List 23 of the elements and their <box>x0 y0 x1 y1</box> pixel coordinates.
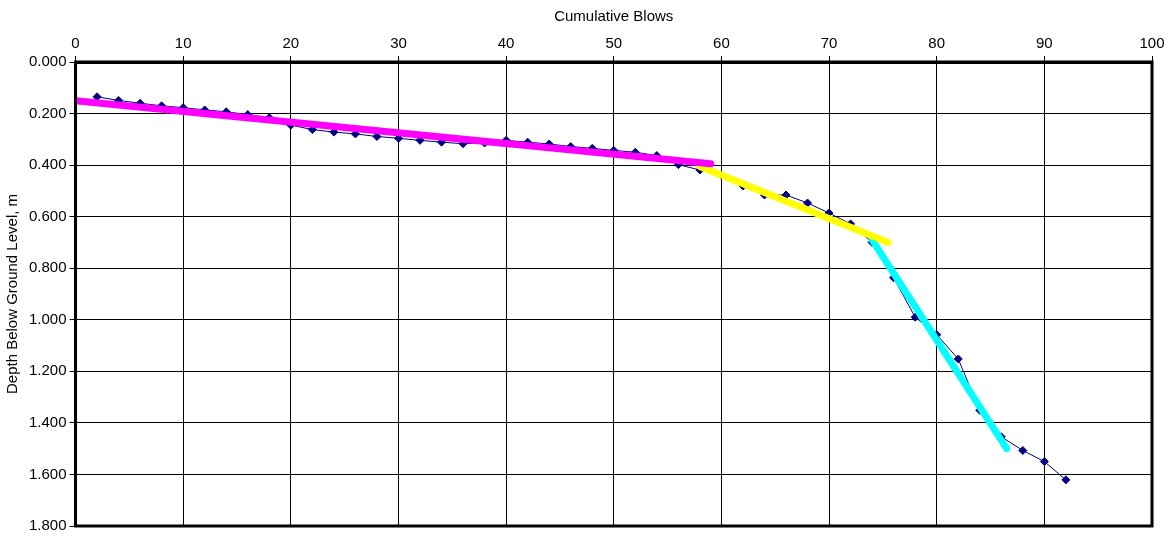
y-tick-label: 1.400 <box>28 413 67 431</box>
x-tick-label: 50 <box>605 34 623 52</box>
x-tick-label: 100 <box>1139 34 1165 52</box>
x-tick-label: 0 <box>71 34 80 52</box>
y-tick-label: 0.800 <box>28 258 67 276</box>
y-axis-title: Depth Below Ground Level, m <box>3 193 21 395</box>
x-tick-label: 90 <box>1036 34 1053 52</box>
x-tick-label: 20 <box>282 34 300 52</box>
y-tick-label: 1.600 <box>28 464 67 482</box>
x-tick-label: 30 <box>390 34 407 52</box>
y-tick-label: 0.400 <box>28 155 67 173</box>
x-axis-title: Cumulative Blows <box>554 7 674 25</box>
x-tick-label: 80 <box>928 34 946 52</box>
y-tick-label: 0.600 <box>28 206 67 224</box>
x-tick-label: 60 <box>713 34 730 52</box>
x-tick-label: 70 <box>820 34 838 52</box>
y-tick-label: 0.000 <box>28 52 67 70</box>
y-tick-label: 0.200 <box>28 103 67 121</box>
x-tick-label: 40 <box>497 34 515 52</box>
x-tick-label: 10 <box>174 34 192 52</box>
y-tick-label: 1.000 <box>28 309 67 327</box>
y-tick-label: 1.800 <box>28 516 67 534</box>
y-tick-label: 1.200 <box>28 361 67 379</box>
